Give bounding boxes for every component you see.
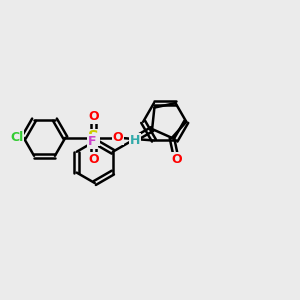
Text: O: O bbox=[88, 110, 99, 123]
Text: O: O bbox=[113, 131, 123, 144]
Text: O: O bbox=[171, 153, 182, 166]
Text: S: S bbox=[88, 130, 99, 145]
Text: Cl: Cl bbox=[10, 131, 23, 144]
Text: F: F bbox=[88, 135, 97, 148]
Text: H: H bbox=[130, 134, 140, 147]
Text: O: O bbox=[88, 153, 99, 166]
